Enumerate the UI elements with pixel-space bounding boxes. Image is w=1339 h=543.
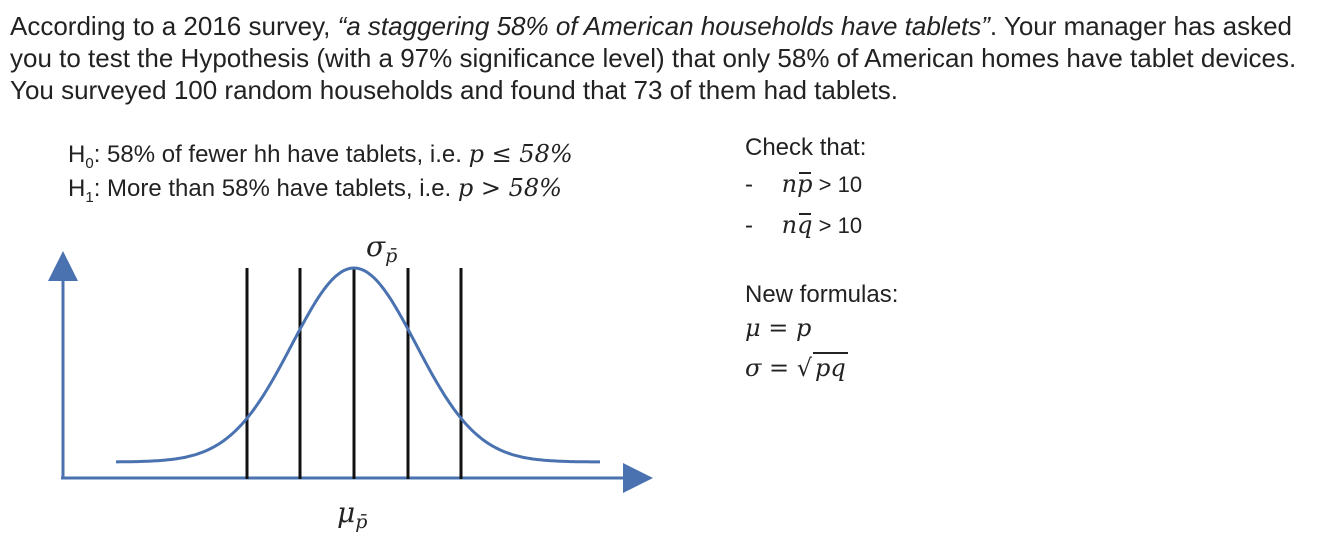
intro-text-1: According to a 2016 survey, [10,11,338,41]
mu-formula: μ = p [745,314,812,342]
h0-letter: H [68,141,86,168]
intro-text-2: . Your manager has asked you to test the… [10,11,1297,105]
h0-subscript: 0 [85,154,94,172]
mu-subscript: p̄ [355,511,367,533]
h1-text: : More than 58% have tablets, i.e. [93,175,458,202]
sigma-radicand: pq [813,352,848,382]
intro-quote: “a staggering 58% of American households… [337,11,990,41]
check-title: Check that: [745,134,867,161]
sigma-subscript: p̄ [385,245,397,267]
h1-letter: H [68,175,86,202]
check-dash: - [745,212,753,239]
check-rest: > 10 [812,213,863,238]
mu-pbar-label: μp̄ [337,496,367,533]
check-n: n [781,170,798,198]
problem-statement: According to a 2016 survey, “a staggerin… [10,10,1330,106]
check-item-nq: - nq > 10 [745,211,862,240]
mu-symbol: μ [337,496,355,529]
formulas-title: New formulas: [745,281,899,308]
normal-curve [116,266,600,464]
sigma-pbar-label: σp̄ [366,230,397,267]
sigma-lhs: σ = √ [745,354,813,382]
check-qbar: q [797,211,813,239]
check-dash: - [745,171,753,198]
alternative-hypothesis: H1: More than 58% have tablets, i.e. p >… [68,174,562,206]
check-item-np: - np > 10 [745,170,862,199]
null-hypothesis: H0: 58% of fewer hh have tablets, i.e. p… [68,140,573,172]
check-pbar: p [797,170,813,198]
check-rest: > 10 [812,172,863,197]
h1-subscript: 1 [85,188,94,206]
h1-math: p > 58% [457,174,562,202]
check-n: n [781,211,798,239]
sigma-symbol: σ [366,230,386,263]
sigma-formula: σ = √ pq [745,352,848,382]
h0-math: p ≤ 58% [468,140,573,168]
h0-text: : 58% of fewer hh have tablets, i.e. [93,141,469,168]
